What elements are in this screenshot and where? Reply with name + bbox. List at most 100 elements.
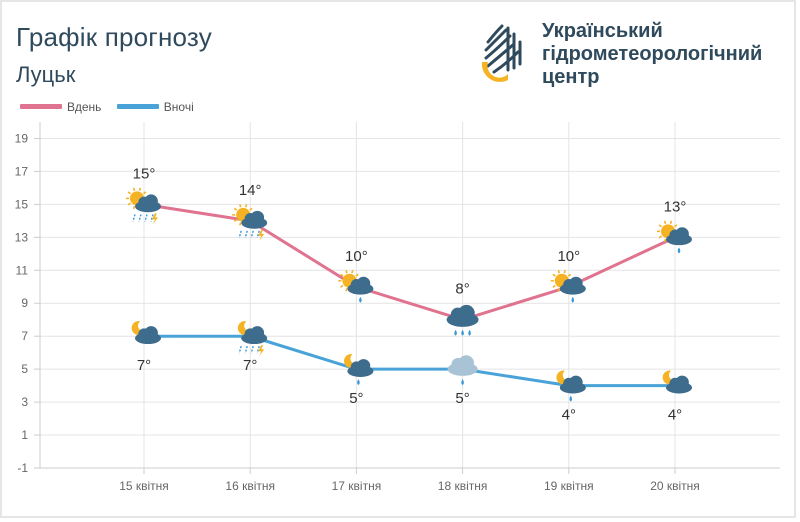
cloud-puff — [569, 375, 583, 390]
sun-ray — [663, 220, 667, 224]
temperature-label-day: 14° — [239, 182, 262, 199]
temperature-label-day: 8° — [455, 281, 469, 298]
y-tick-label: 1 — [21, 428, 28, 442]
organization-line-1: Український — [542, 20, 663, 42]
sun-ray — [658, 224, 662, 228]
cloud-puff — [250, 210, 265, 225]
legend-item-day[interactable]: Вдень — [20, 100, 101, 114]
y-tick-label: 3 — [21, 395, 28, 409]
y-tick-label: 17 — [15, 164, 29, 178]
cloud-puff — [458, 355, 475, 371]
temperature-label-day: 10° — [557, 248, 580, 265]
cloud-puff — [250, 326, 265, 340]
temperature-label-day: 13° — [664, 198, 687, 215]
sun-ray — [127, 202, 131, 206]
legend-item-night[interactable]: Вночі — [116, 99, 194, 114]
sun-ray — [557, 288, 561, 292]
sun-ray — [249, 207, 253, 211]
rain-drop — [571, 296, 575, 303]
sun-ray — [557, 270, 561, 274]
sun-ray — [143, 191, 147, 195]
sun-cloud-rain-icon — [657, 220, 692, 254]
sun-ray — [563, 270, 566, 274]
ugmc-logo-icon — [481, 24, 522, 82]
temperature-label-night: 5° — [455, 390, 469, 407]
lightning-bolt — [258, 229, 265, 241]
rain-streak — [244, 230, 248, 239]
moon-cloud-rain-icon — [556, 370, 586, 402]
cloud-rain-light-icon — [447, 355, 478, 386]
rain-streak — [132, 214, 136, 222]
rain-drop — [468, 329, 471, 336]
rain-streak — [250, 230, 254, 239]
city-name: Луцьк — [16, 62, 76, 87]
cloud-puff — [675, 227, 689, 241]
label-layer: 15° 14° 10° 8° 10° 13° 7° 7° 5° 5° 4° 4° — [133, 165, 687, 423]
cloud-puff — [675, 375, 689, 390]
cloud-puff — [458, 304, 475, 322]
rain-streak — [256, 345, 260, 354]
sun-ray — [663, 238, 667, 243]
moon-cloud-rain-thunder-icon — [237, 321, 268, 357]
rain-streak — [256, 230, 260, 239]
page-title: Графік прогнозу — [16, 22, 212, 52]
rain-streak — [150, 214, 154, 222]
rain-drop — [677, 247, 681, 254]
cloud-puff — [569, 276, 583, 291]
y-tick-label: 11 — [16, 263, 29, 277]
rain-drop — [569, 395, 573, 402]
rain-streak — [250, 345, 254, 354]
cloud-puff — [356, 359, 371, 373]
sun-ray — [345, 288, 348, 292]
rain-streak — [244, 345, 248, 354]
rain-drop — [359, 296, 362, 303]
cloud-puff — [144, 194, 158, 208]
sun-ray — [132, 187, 136, 192]
sun-cloud-rain-icon — [338, 270, 374, 303]
temperature-label-day: 15° — [133, 165, 156, 182]
legend-swatch-night — [116, 104, 159, 109]
x-tick-label: 20 квітня — [650, 479, 700, 493]
y-tick-label: 19 — [15, 131, 29, 145]
sun-ray — [233, 207, 238, 211]
temperature-label-night: 4° — [562, 407, 576, 424]
rain-streak — [238, 345, 242, 354]
series-line-night — [144, 334, 675, 388]
lightning-bolt — [152, 213, 158, 225]
moon-cloud-icon — [662, 370, 692, 394]
sun-ray — [351, 270, 354, 274]
y-tick-label: 15 — [15, 197, 29, 211]
sun-ray — [345, 270, 348, 274]
icon-layer — [126, 187, 692, 402]
sun-cloud-rain-thunder-icon — [126, 187, 161, 225]
temperature-label-night: 5° — [349, 390, 363, 407]
sun-ray — [340, 284, 344, 288]
organization-line-3: центр — [542, 66, 600, 88]
sun-ray — [340, 273, 344, 277]
x-tick-label: 16 квітня — [225, 479, 275, 493]
sun-cloud-rain-icon — [550, 270, 586, 303]
y-tick-label: 5 — [21, 362, 28, 376]
sun-ray — [658, 235, 662, 239]
sun-ray — [239, 204, 242, 208]
legend-swatch-day — [20, 104, 62, 109]
y-tick-label: 7 — [21, 329, 28, 343]
sun-ray — [138, 187, 142, 192]
sun-ray — [239, 222, 242, 226]
sun-ray — [233, 218, 238, 222]
rain-streak — [238, 230, 242, 239]
cloud-rain-icon — [446, 304, 479, 336]
x-tick-label: 19 квітня — [544, 479, 594, 493]
y-tick-label: 9 — [21, 296, 28, 310]
legend-label-night: Вночі — [163, 99, 194, 114]
series-layer — [141, 201, 678, 389]
organization-name: Український гідрометеорологічний центр — [542, 20, 762, 89]
cloud-puff — [144, 326, 158, 340]
chart-legend: Вдень Вночі — [20, 98, 206, 114]
sun-ray — [674, 224, 678, 228]
rain-streak — [138, 214, 142, 222]
moon-cloud-rain-icon — [344, 353, 374, 386]
temperature-label-night: 7° — [243, 357, 257, 374]
